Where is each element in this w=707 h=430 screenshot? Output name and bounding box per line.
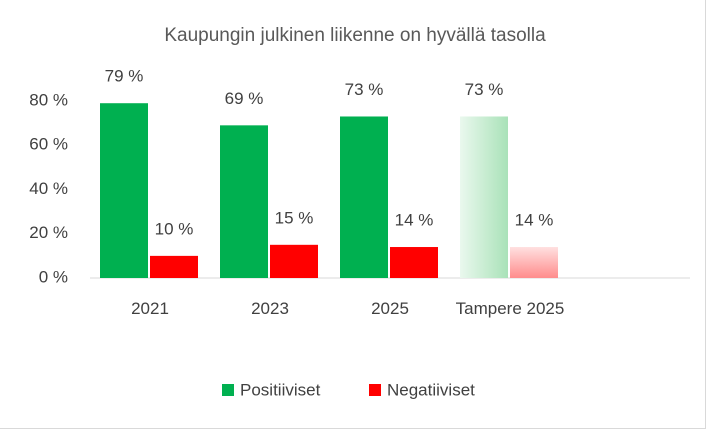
x-tick-label: 2025 — [371, 299, 409, 318]
data-label: 79 % — [105, 67, 144, 86]
bar — [220, 125, 268, 279]
bar — [100, 103, 148, 279]
bar — [150, 255, 198, 278]
y-tick-label: 40 % — [29, 179, 68, 198]
bar — [390, 247, 438, 278]
legend-label: Negatiiviset — [387, 380, 475, 399]
legend-swatch — [222, 384, 234, 396]
y-tick-label: 80 % — [29, 90, 68, 109]
x-tick-label: 2023 — [251, 299, 289, 318]
bar — [340, 116, 388, 278]
y-tick-label: 20 % — [29, 223, 68, 242]
legend-label: Positiiviset — [240, 380, 321, 399]
y-tick-label: 60 % — [29, 135, 68, 154]
x-tick-label: Tampere 2025 — [455, 299, 565, 318]
data-label: 15 % — [275, 208, 314, 227]
legend-swatch — [369, 384, 381, 396]
data-label: 73 % — [465, 80, 504, 99]
chart-title: Kaupungin julkinen liikenne on hyvällä t… — [164, 25, 546, 46]
y-tick-label: 0 % — [39, 267, 68, 286]
bar — [510, 247, 558, 278]
data-label: 14 % — [515, 211, 554, 230]
x-tick-label: 2021 — [131, 299, 169, 318]
bar — [460, 116, 508, 278]
data-label: 73 % — [345, 80, 384, 99]
bar — [270, 244, 318, 278]
data-label: 10 % — [155, 219, 194, 238]
data-label: 14 % — [395, 211, 434, 230]
data-label: 69 % — [225, 89, 264, 108]
